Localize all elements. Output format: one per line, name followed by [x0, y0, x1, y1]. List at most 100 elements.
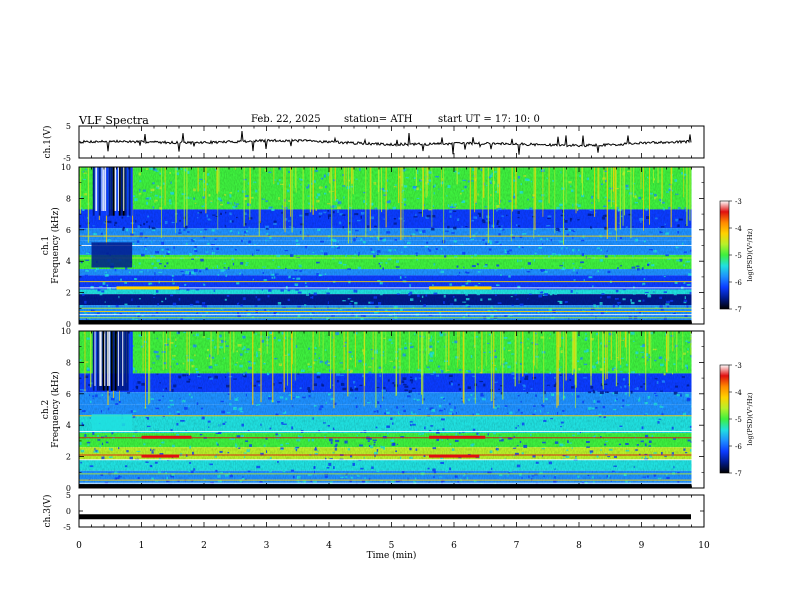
ch1-spectrogram-colorbar-label: log(PSD)(V²/Hz) [746, 228, 754, 281]
ch2-tx-segment [429, 454, 479, 458]
time-tick-label: 1 [139, 541, 145, 551]
ch2-spectrogram-burst [96, 331, 99, 391]
ch1-spectrogram-burst [112, 167, 115, 216]
ch1-spectrogram-panel: 0 2 4 6 8 10 ch.1 Frequency (kHz) -3 -4 -5 -6 -7 log(… [41, 163, 754, 329]
ch1-spectrogram-burst [108, 167, 111, 216]
time-tick-label: 6 [451, 541, 457, 551]
ch1-waveform-trace [78, 130, 692, 155]
ch2-spectrogram-colorbar-tick-label: -6 [735, 443, 742, 451]
ch1-tx-segment [429, 286, 492, 290]
ch2-spectrogram-colorbar-label: log(PSD)(V²/Hz) [746, 392, 754, 445]
ch2-spectrogram-burst-low [91, 414, 133, 430]
time-tick-label: 8 [576, 541, 582, 551]
ch2-spectrogram-burst [110, 331, 113, 391]
ch1-spectrogram-burst [120, 167, 123, 216]
ch2-spectrogram-burst [122, 331, 125, 391]
ch2-spectrogram-burst [126, 331, 129, 391]
ch1-spectrogram-heatmap [79, 167, 692, 324]
ch2-spectrogram-ylabel: ch.2 [41, 400, 51, 419]
ch2-spectrogram-ytick-label: 6 [66, 390, 71, 399]
ch2-spectrogram-burst [116, 331, 119, 391]
ch1-spectrogram-ytick-label: 6 [66, 226, 71, 235]
ch3-waveform-panel: 5 0 -5 ch.3(V) 0 1 2 3 4 5 6 7 8 9 10 Time (min) [42, 491, 710, 561]
ch1-spectrogram-ylabel: ch.1 [41, 236, 51, 255]
ch1-spectrogram-burst-low [91, 242, 133, 268]
ch1-spectrogram-colorbar-tick-label: -3 [735, 198, 742, 206]
ch2-spectrogram-burst [128, 331, 131, 391]
ch1-spectrogram-burst [96, 167, 99, 216]
ch1-spectrogram-burst [128, 167, 131, 216]
ch2-spectrogram-noise [79, 331, 692, 488]
ch1-spectrogram-ytick-label: 0 [66, 320, 71, 329]
time-tick-label: 7 [514, 541, 520, 551]
ch2-spectrogram-burst [130, 331, 133, 391]
ch2-spectrogram-ytick-label: 4 [66, 421, 71, 430]
date-label: Feb. 22, 2025 [251, 114, 321, 125]
time-tick-label: 0 [76, 541, 82, 551]
ch2-spectrogram-colorbar-gradient [719, 364, 730, 474]
ch2-spectrogram-burst [102, 331, 105, 391]
ch2-spectrogram-ytick-label: 10 [61, 327, 71, 336]
ch1-spectrogram-colorbar-tick-label: -4 [735, 225, 742, 233]
time-tick-label: 3 [264, 541, 270, 551]
ch2-tx-segment [141, 435, 192, 439]
ch2-spectrogram-burst [114, 331, 117, 391]
ch1-spectrogram-burst [118, 167, 121, 216]
time-tick-label: 9 [639, 541, 645, 551]
start-time-label: start UT = 17: 10: 0 [438, 114, 540, 125]
ch1-tx-segment [116, 286, 179, 290]
ch2-spectrogram-burst [124, 331, 127, 391]
ch1-spectrogram-colorbar-tick-label: -5 [735, 252, 742, 260]
ch2-tx-segment [429, 435, 486, 439]
ch2-spectrogram-burst [118, 331, 121, 391]
ch2-tx-segment [141, 454, 179, 458]
ch2-spectrogram-burst [94, 331, 97, 391]
ch1-spectrogram-colorbar-tick-label: -7 [735, 306, 742, 314]
ch2-spectrogram-burst [104, 331, 107, 391]
ch1-spectrogram-burst [106, 167, 109, 216]
ch1-waveform-ylabel: ch.1(V) [42, 126, 53, 159]
ch2-spectrogram-bottom-strip [79, 484, 692, 488]
ch2-spectrogram-burst [112, 331, 115, 391]
station-label: station= ATH [344, 114, 413, 125]
ch1-spectrogram-burst [124, 167, 127, 216]
ch1-spectrogram-ytick-label: 10 [61, 163, 71, 172]
ch2-spectrogram-ytick-label: 8 [66, 358, 71, 367]
ch2-spectrogram-colorbar-tick-label: -7 [735, 470, 742, 478]
figure-title: VLF Spectra [79, 114, 149, 127]
ch1-spectrogram-colorbar: -3 -4 -5 -6 -7 log(PSD)(V²/Hz) [719, 198, 754, 314]
ch1-spectrogram-burst [126, 167, 129, 216]
ch1-spectrogram-ytick-label: 4 [66, 257, 71, 266]
ch1-waveform-ytick-label: 5 [66, 122, 71, 131]
ch2-spectrogram-heatmap [79, 331, 692, 488]
ch3-waveform-ylabel: ch.3(V) [42, 495, 53, 528]
ch2-spectrogram-colorbar-tick-label: -4 [735, 389, 742, 397]
time-tick-label: 10 [698, 541, 710, 551]
ch1-spectrogram-bottom-strip [79, 320, 692, 324]
ch3-waveform-ytick-label: 5 [66, 491, 71, 500]
ch2-spectrogram-burst [120, 331, 123, 391]
ch1-spectrogram-burst [98, 167, 101, 216]
ch2-spectrogram-panel: 0 2 4 6 8 10 ch.2 Frequency (kHz) -3 -4 -5 -6 -7 log(… [41, 327, 754, 493]
ch2-spectrogram-colorbar: -3 -4 -5 -6 -7 log(PSD)(V²/Hz) [719, 362, 754, 478]
time-tick-label: 2 [201, 541, 207, 551]
ch3-waveform-ytick-label: 0 [66, 507, 71, 516]
ch1-waveform-panel: 5 -5 ch.1(V) [42, 122, 705, 163]
ch2-spectrogram-ytick-label: 0 [66, 484, 71, 493]
ch3-waveform-ytick-label: -5 [63, 523, 71, 532]
ch2-spectrogram-burst [92, 331, 95, 391]
ch1-spectrogram-burst [92, 167, 95, 216]
ch1-spectrogram-burst [116, 167, 119, 216]
ch1-spectrogram-colorbar-gradient [719, 200, 730, 310]
ch1-spectrogram-colorbar-tick-label: -6 [735, 279, 742, 287]
time-tick-label: 5 [389, 541, 395, 551]
time-tick-label: 4 [326, 541, 332, 551]
time-axis-label: Time (min) [367, 550, 417, 561]
ch2-spectrogram-colorbar-tick-label: -5 [735, 416, 742, 424]
ch1-spectrogram-ytick-label: 8 [66, 194, 71, 203]
ch1-spectrogram-burst [110, 167, 113, 216]
ch2-spectrogram-colorbar-tick-label: -3 [735, 362, 742, 370]
ch1-spectrogram-ytick-label: 2 [66, 289, 71, 298]
